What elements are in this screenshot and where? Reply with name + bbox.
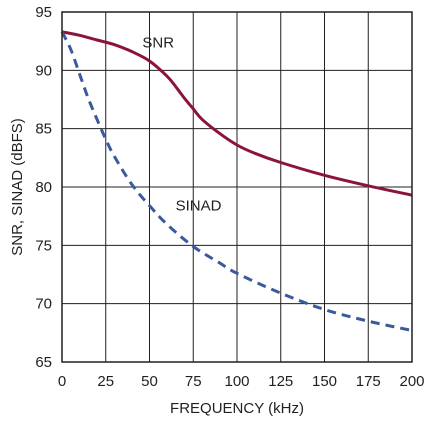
x-tick-label: 175	[356, 373, 381, 390]
y-tick-label: 90	[35, 62, 52, 79]
y-tick-label: 75	[35, 237, 52, 254]
x-tick-labels: 0 25 50 75 100 125 150 175 200	[58, 373, 425, 390]
y-tick-label: 65	[35, 354, 52, 371]
x-tick-label: 0	[58, 373, 66, 390]
x-tick-label: 125	[268, 373, 293, 390]
series-label-snr: SNR	[142, 34, 174, 51]
series-line-sinad	[60, 31, 413, 332]
y-tick-labels: 65 70 75 80 85 90 95	[35, 4, 52, 371]
x-tick-label: 50	[141, 373, 158, 390]
y-tick-label: 95	[35, 4, 52, 21]
series-label-sinad: SINAD	[176, 198, 222, 215]
x-tick-label: 200	[399, 373, 424, 390]
x-tick-label: 150	[312, 373, 337, 390]
series-labels: SNR SINAD	[142, 34, 221, 214]
plot-frame	[61, 11, 413, 363]
series-layer	[60, 30, 413, 332]
x-tick-label: 75	[185, 373, 202, 390]
grid	[62, 12, 412, 362]
y-axis-label: SNR, SINAD (dBFS)	[9, 118, 26, 256]
y-tick-label: 80	[35, 179, 52, 196]
x-tick-label: 100	[224, 373, 249, 390]
x-tick-label: 25	[97, 373, 114, 390]
x-axis-label: FREQUENCY (kHz)	[170, 400, 304, 417]
y-tick-label: 70	[35, 296, 52, 313]
y-tick-label: 85	[35, 121, 52, 138]
series-line-snr	[61, 30, 413, 197]
